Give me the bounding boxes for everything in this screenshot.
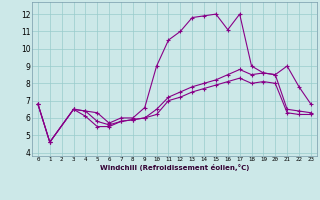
X-axis label: Windchill (Refroidissement éolien,°C): Windchill (Refroidissement éolien,°C) [100,164,249,171]
